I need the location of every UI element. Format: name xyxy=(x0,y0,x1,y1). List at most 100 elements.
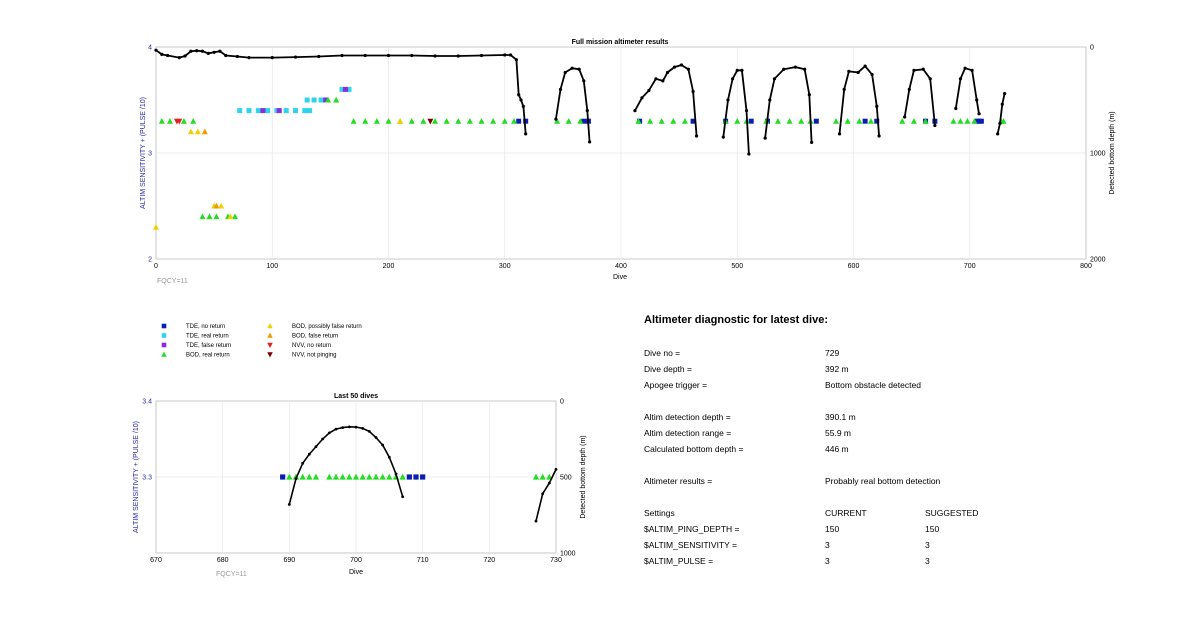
bottom-depth-point xyxy=(177,55,181,60)
data-point-bod-real-return xyxy=(681,117,688,124)
bottom-depth-point xyxy=(410,53,414,58)
bottom-depth-line xyxy=(535,469,557,522)
y-tick-label-right: 500 xyxy=(560,475,572,482)
setting-pulse-current: 3 xyxy=(825,556,830,566)
bottom-depth-point xyxy=(212,50,216,54)
data-point-tde-false-return xyxy=(260,108,266,114)
data-point-bod-real-return xyxy=(366,473,373,480)
bottom-depth-line xyxy=(634,64,698,137)
bottom-depth-point xyxy=(803,67,807,71)
bottom-depth-point xyxy=(1000,102,1004,106)
main-y-ticks-left: 2 3 4 xyxy=(148,45,152,264)
bottom-depth-point xyxy=(768,98,772,102)
data-point-bod-real-return xyxy=(346,473,353,480)
series-detected-bottom-depth xyxy=(154,48,1007,156)
bottom-depth-point xyxy=(519,98,523,102)
data-point-bod-real-return xyxy=(166,117,173,124)
legend-label: TDE, real return xyxy=(186,334,229,340)
data-point-bod-real-return xyxy=(774,117,781,124)
bottom-depth-point xyxy=(782,67,786,71)
legend-marker xyxy=(267,352,273,358)
x-tick-label: 600 xyxy=(848,263,860,270)
x-tick-label: 720 xyxy=(483,557,495,564)
bottom-depth-point xyxy=(747,152,751,156)
bottom-depth-point xyxy=(287,502,291,506)
data-point-bod-real-return xyxy=(466,117,473,124)
bottom-depth-point xyxy=(998,121,1002,125)
data-point-bod-possibly-false-return xyxy=(227,213,234,220)
altimeter-results-value: Probably real bottom detection xyxy=(825,476,941,486)
altim-detection-depth-value: 390.1 m xyxy=(825,412,856,422)
data-point-tde-real-return xyxy=(339,86,345,92)
legend-item-bod-possibly-false-return: BOD, possibly false return xyxy=(267,323,362,330)
data-point-bod-real-return xyxy=(362,117,369,124)
bottom-depth-point xyxy=(374,436,378,439)
bottom-depth-point xyxy=(524,132,528,136)
x-tick-label: 0 xyxy=(154,263,158,270)
data-point-bod-real-return xyxy=(833,117,840,124)
data-point-bod-real-return xyxy=(478,117,485,124)
data-point-bod-possibly-false-return xyxy=(397,117,404,124)
data-point-bod-real-return xyxy=(455,117,462,124)
bottom-depth-point xyxy=(793,65,797,69)
main-footnote: FQCY=11 xyxy=(157,278,188,285)
bottom-depth-point xyxy=(921,67,925,71)
data-point-tde-real-return xyxy=(306,108,312,114)
bottom-depth-point xyxy=(633,108,637,113)
legend-label: TDE, no return xyxy=(186,324,225,330)
diagnostic-panel: Altimeter diagnostic for latest dive: Di… xyxy=(644,308,1184,608)
altim-detection-depth-label: Altim detection depth = xyxy=(644,412,731,422)
bottom-depth-point xyxy=(363,53,367,58)
bottom-depth-point xyxy=(903,115,907,119)
bottom-depth-point xyxy=(647,88,651,93)
legend-item-tde-no-return: TDE, no return xyxy=(161,323,225,330)
data-point-bod-real-return xyxy=(950,117,957,124)
x-tick-label: 400 xyxy=(615,263,627,270)
data-point-bod-real-return xyxy=(286,473,293,480)
bottom-depth-point xyxy=(558,87,563,92)
inset-chart-title: Last 50 dives xyxy=(334,393,378,400)
data-point-nvv-not-pinging xyxy=(427,118,434,125)
bottom-depth-point xyxy=(361,426,365,430)
bottom-depth-point xyxy=(847,69,851,73)
data-point-bod-real-return xyxy=(577,117,584,124)
data-point-bod-real-return xyxy=(971,117,978,124)
legend-marker xyxy=(161,351,167,357)
data-point-bod-possibly-false-return xyxy=(153,223,159,230)
data-point-bod-real-return xyxy=(180,117,187,124)
x-tick-label: 500 xyxy=(731,263,743,270)
data-point-bod-real-return xyxy=(199,213,206,220)
data-point-bod-real-return xyxy=(856,117,863,124)
setting-ping-depth-suggested: 150 xyxy=(925,524,940,534)
bottom-depth-point xyxy=(744,108,749,113)
setting-sensitivity-current: 3 xyxy=(825,540,830,550)
bottom-depth-point xyxy=(321,437,325,441)
data-point-bod-real-return xyxy=(332,473,340,480)
legend-marker xyxy=(267,323,273,329)
data-point-nvv-no-return xyxy=(176,118,183,125)
bottom-depth-point xyxy=(810,140,814,145)
bottom-depth-point xyxy=(503,53,507,57)
bottom-depth-point xyxy=(928,77,932,81)
series-bod-real-return xyxy=(286,473,553,480)
data-point-bod-real-return xyxy=(373,117,380,124)
data-point-bod-real-return xyxy=(786,117,793,124)
bottom-depth-point xyxy=(307,452,311,456)
data-point-bod-real-return xyxy=(312,473,320,480)
data-point-bod-real-return xyxy=(420,117,427,124)
bottom-depth-point xyxy=(154,48,158,52)
y-tick-label-right: 0 xyxy=(560,399,564,406)
bottom-depth-point xyxy=(534,519,538,523)
legend: TDE, no return TDE, real return TDE, false… xyxy=(161,323,362,359)
data-point-bod-real-return xyxy=(899,117,906,124)
data-point-tde-real-return xyxy=(302,108,308,114)
data-point-bod-possibly-false-return xyxy=(194,128,201,135)
legend-marker xyxy=(267,342,273,348)
y-tick-label-right: 1000 xyxy=(560,551,576,558)
bottom-depth-point xyxy=(547,481,551,485)
current-header: CURRENT xyxy=(825,508,867,518)
bottom-depth-point xyxy=(907,87,911,92)
bottom-depth-point xyxy=(247,55,251,60)
data-point-bod-real-return xyxy=(326,473,333,480)
data-point-tde-false-return xyxy=(276,108,282,114)
